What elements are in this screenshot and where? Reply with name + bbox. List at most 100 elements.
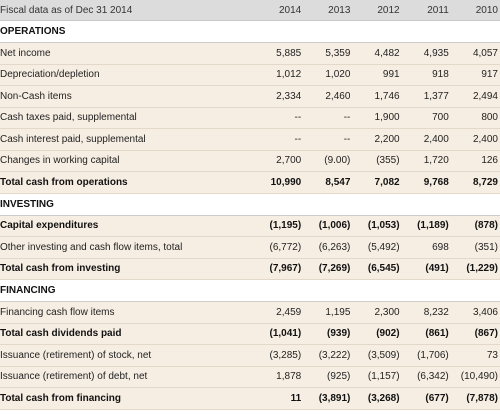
row-value: (3,222) — [303, 344, 353, 367]
year-header: 2014 — [254, 0, 304, 21]
row-value: (902) — [352, 323, 402, 345]
row-value: 2,459 — [254, 301, 304, 324]
row-value: 3,406 — [450, 301, 500, 324]
row-value: 5,359 — [303, 42, 353, 65]
row-value: (491) — [401, 258, 451, 280]
row-value: 4,482 — [352, 42, 402, 65]
table-row: Total cash from financing 11 (3,891) (3,268… — [0, 387, 500, 410]
section-title: FINANCING — [0, 279, 500, 302]
row-value: 8,547 — [303, 171, 353, 194]
row-value: (861) — [401, 323, 451, 345]
row-label: Issuance (retirement) of debt, net — [0, 366, 255, 388]
row-value: 2,400 — [450, 128, 500, 151]
row-value: 9,768 — [401, 171, 451, 194]
row-value: 1,720 — [401, 150, 451, 172]
row-value: (3,268) — [352, 387, 402, 410]
row-value: 1,377 — [401, 85, 451, 108]
row-label: Total cash dividends paid — [0, 323, 255, 345]
table-row: Issuance (retirement) of stock, net (3,28… — [0, 344, 500, 367]
section-header-financing: FINANCING — [0, 279, 500, 302]
row-value: 700 — [401, 107, 451, 129]
table-row: Cash taxes paid, supplemental -- -- 1,900 70… — [0, 107, 500, 129]
row-value: 73 — [450, 344, 500, 367]
row-value: (5,492) — [352, 236, 402, 259]
table-row: Capital expenditures (1,195) (1,006) (1,053… — [0, 215, 500, 237]
row-value: 10,990 — [254, 171, 304, 194]
row-value: (7,269) — [303, 258, 353, 280]
row-value: (355) — [352, 150, 402, 172]
year-header: 2011 — [401, 0, 451, 21]
row-value: 5,885 — [254, 42, 304, 65]
table-row: Changes in working capital 2,700 (9.00) (35… — [0, 150, 500, 172]
row-value: 1,900 — [352, 107, 402, 129]
row-value: (10,490) — [450, 366, 500, 388]
row-value: (6,263) — [303, 236, 353, 259]
row-label: Changes in working capital — [0, 150, 255, 172]
row-value: 4,057 — [450, 42, 500, 65]
year-header: 2012 — [352, 0, 402, 21]
table-row: Non-Cash items 2,334 2,460 1,746 1,377 2,494 — [0, 85, 500, 108]
year-header: 2013 — [303, 0, 353, 21]
row-value: (7,878) — [450, 387, 500, 410]
row-label: Total cash from investing — [0, 258, 255, 280]
row-value: 2,700 — [254, 150, 304, 172]
row-value: (9.00) — [303, 150, 353, 172]
row-value: 1,878 — [254, 366, 304, 388]
section-header-investing: INVESTING — [0, 193, 500, 216]
row-value: 918 — [401, 64, 451, 86]
row-value: 8,232 — [401, 301, 451, 324]
table-row: Total cash from investing (7,967) (7,269)(… — [0, 258, 500, 280]
table-row: Net income 5,885 5,359 4,482 4,935 4,057 — [0, 42, 500, 65]
row-label: Other investing and cash flow items, tot… — [0, 236, 255, 259]
row-value: (925) — [303, 366, 353, 388]
table-row: Total cash dividends paid (1,041) (939) (90… — [0, 323, 500, 345]
row-value: 2,300 — [352, 301, 402, 324]
row-value: 2,200 — [352, 128, 402, 151]
row-value: 991 — [352, 64, 402, 86]
row-value: (1,706) — [401, 344, 451, 367]
row-value: 126 — [450, 150, 500, 172]
row-value: 2,494 — [450, 85, 500, 108]
row-value: (677) — [401, 387, 451, 410]
row-value: (1,006) — [303, 215, 353, 237]
row-value: (878) — [450, 215, 500, 237]
table-header-row: Fiscal data as of Dec 31 2014 2014 2013 … — [0, 0, 500, 21]
row-label: Cash interest paid, supplemental — [0, 128, 255, 151]
row-label: Total cash from financing — [0, 387, 255, 410]
table-row: Issuance (retirement) of debt, net 1,878(… — [0, 366, 500, 388]
row-value: 8,729 — [450, 171, 500, 194]
row-value: 2,460 — [303, 85, 353, 108]
row-value: (1,041) — [254, 323, 304, 345]
row-value: 4,935 — [401, 42, 451, 65]
row-value: 917 — [450, 64, 500, 86]
row-label: Depreciation/depletion — [0, 64, 255, 86]
row-label: Issuance (retirement) of stock, net — [0, 344, 255, 367]
row-value: (3,891) — [303, 387, 353, 410]
row-value: 2,400 — [401, 128, 451, 151]
section-title: OPERATIONS — [0, 20, 500, 43]
table-row: Financing cash flow items 2,459 1,195 2,300… — [0, 301, 500, 324]
row-label: Financing cash flow items — [0, 301, 255, 324]
row-value: -- — [303, 128, 353, 151]
row-value: -- — [303, 107, 353, 129]
row-value: 11 — [254, 387, 304, 410]
row-value: 1,012 — [254, 64, 304, 86]
row-value: (1,229) — [450, 258, 500, 280]
section-title: INVESTING — [0, 193, 500, 216]
row-value: (1,195) — [254, 215, 304, 237]
row-value: (3,509) — [352, 344, 402, 367]
row-value: (939) — [303, 323, 353, 345]
row-value: (1,157) — [352, 366, 402, 388]
row-value: (6,545) — [352, 258, 402, 280]
row-label: Total cash from operations — [0, 171, 255, 194]
row-value: 1,195 — [303, 301, 353, 324]
section-header-operations: OPERATIONS — [0, 20, 500, 43]
year-header: 2010 — [450, 0, 500, 21]
row-label: Non-Cash items — [0, 85, 255, 108]
row-value: 800 — [450, 107, 500, 129]
row-label: Capital expenditures — [0, 215, 255, 237]
row-label: Net income — [0, 42, 255, 65]
row-label: Cash taxes paid, supplemental — [0, 107, 255, 129]
